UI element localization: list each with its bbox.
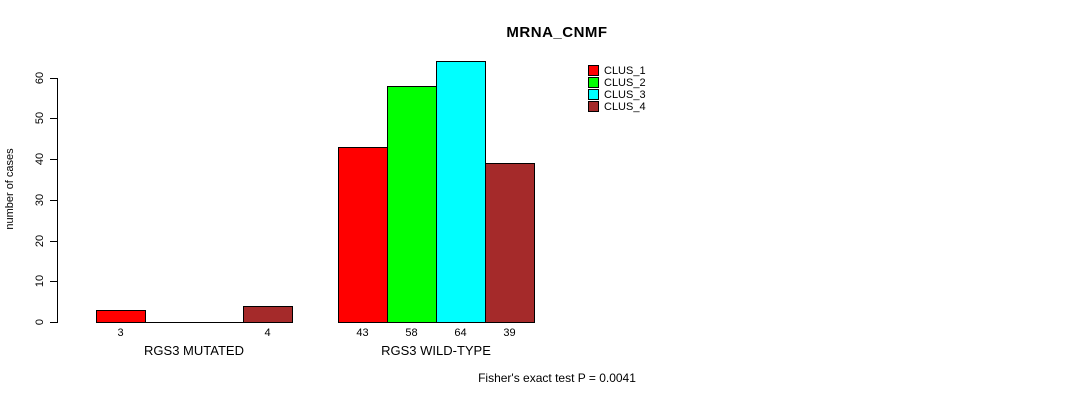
bar-value-clus-2-rgs3-wild-type: 58 (405, 327, 418, 339)
legend-swatch-clus-3 (588, 89, 599, 100)
bar-clus-4-rgs3-wild-type (485, 163, 535, 323)
legend-swatch-clus-4 (588, 101, 599, 112)
legend-swatch-clus-1 (588, 65, 599, 76)
legend-label-clus-2: CLUS_2 (604, 77, 646, 89)
bar-value-clus-1-rgs3-wild-type: 43 (356, 327, 369, 339)
bar-value-clus-4-rgs3-wild-type: 39 (503, 327, 516, 339)
legend-label-clus-3: CLUS_3 (604, 89, 646, 101)
y-tick-mark (50, 77, 57, 79)
y-tick-mark (50, 281, 57, 283)
y-tick-label: 20 (34, 234, 46, 247)
y-tick-mark (50, 322, 57, 323)
y-tick-mark (50, 240, 57, 242)
group-label-rgs3-wild-type: RGS3 WILD-TYPE (381, 343, 491, 358)
bar-value-clus-3-rgs3-wild-type: 64 (454, 327, 467, 339)
bar-clus-4-rgs3-mutated (243, 305, 293, 323)
bar-value-clus-1-rgs3-mutated: 3 (117, 327, 124, 339)
y-tick-label: 60 (34, 71, 46, 84)
y-tick-mark (50, 159, 57, 161)
chart-title: MRNA_CNMF (506, 24, 608, 41)
group-label-rgs3-mutated: RGS3 MUTATED (144, 343, 244, 358)
y-tick-label: 40 (34, 152, 46, 166)
legend-label-clus-4: CLUS_4 (604, 101, 646, 113)
y-axis-line (57, 77, 58, 323)
bar-clus-3-rgs3-wild-type (436, 61, 486, 323)
y-tick-label: 50 (34, 112, 46, 125)
bar-clus-1-rgs3-mutated (96, 309, 146, 323)
y-tick-mark (50, 118, 57, 120)
bar-value-clus-4-rgs3-mutated: 4 (264, 327, 271, 339)
y-tick-label: 30 (34, 193, 46, 206)
annotation-pvalue: Fisher's exact test P = 0.0041 (478, 371, 636, 385)
y-tick-label: 10 (34, 275, 46, 288)
legend-swatch-clus-2 (588, 77, 599, 88)
y-tick-mark (50, 199, 57, 201)
y-tick-label: 0 (34, 318, 46, 326)
bar-clus-1-rgs3-wild-type (338, 146, 388, 323)
group-baseline-rgs3-mutated (96, 322, 293, 323)
legend-label-clus-1: CLUS_1 (604, 65, 646, 77)
bar-clus-2-rgs3-wild-type (387, 85, 437, 323)
